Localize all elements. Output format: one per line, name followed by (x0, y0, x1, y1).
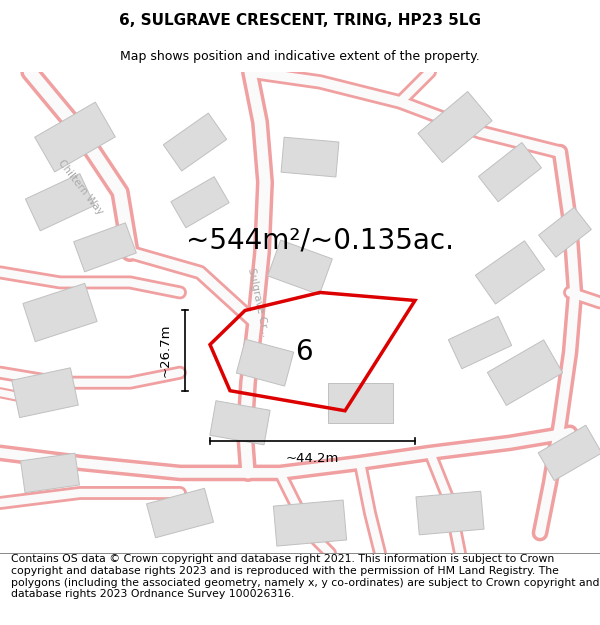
Polygon shape (12, 368, 78, 418)
Polygon shape (268, 240, 332, 295)
Text: 6: 6 (295, 338, 313, 366)
Polygon shape (418, 91, 492, 162)
Polygon shape (475, 241, 545, 304)
Polygon shape (328, 382, 392, 423)
Polygon shape (416, 491, 484, 535)
Polygon shape (236, 339, 293, 386)
Polygon shape (35, 102, 115, 172)
Polygon shape (538, 425, 600, 481)
Polygon shape (74, 223, 136, 272)
Polygon shape (487, 340, 563, 406)
Text: ~26.7m: ~26.7m (158, 324, 172, 378)
Polygon shape (210, 401, 270, 445)
Polygon shape (478, 142, 542, 202)
Text: 6, SULGRAVE CRESCENT, TRING, HP23 5LG: 6, SULGRAVE CRESCENT, TRING, HP23 5LG (119, 12, 481, 28)
Polygon shape (146, 488, 214, 538)
Text: ~44.2m: ~44.2m (286, 452, 339, 466)
Text: Chiltern Way: Chiltern Way (56, 158, 104, 216)
Polygon shape (448, 316, 512, 369)
Polygon shape (171, 177, 229, 227)
Text: ~544m²/~0.135ac.: ~544m²/~0.135ac. (186, 226, 454, 254)
Polygon shape (281, 138, 339, 177)
Polygon shape (25, 174, 95, 231)
Polygon shape (539, 208, 592, 258)
Polygon shape (20, 453, 79, 493)
Polygon shape (23, 283, 97, 342)
Text: Map shows position and indicative extent of the property.: Map shows position and indicative extent… (120, 49, 480, 62)
Polygon shape (163, 113, 227, 171)
Text: Contains OS data © Crown copyright and database right 2021. This information is : Contains OS data © Crown copyright and d… (11, 554, 599, 599)
Text: Sulgrave Cr...: Sulgrave Cr... (246, 267, 270, 338)
Polygon shape (274, 500, 347, 546)
